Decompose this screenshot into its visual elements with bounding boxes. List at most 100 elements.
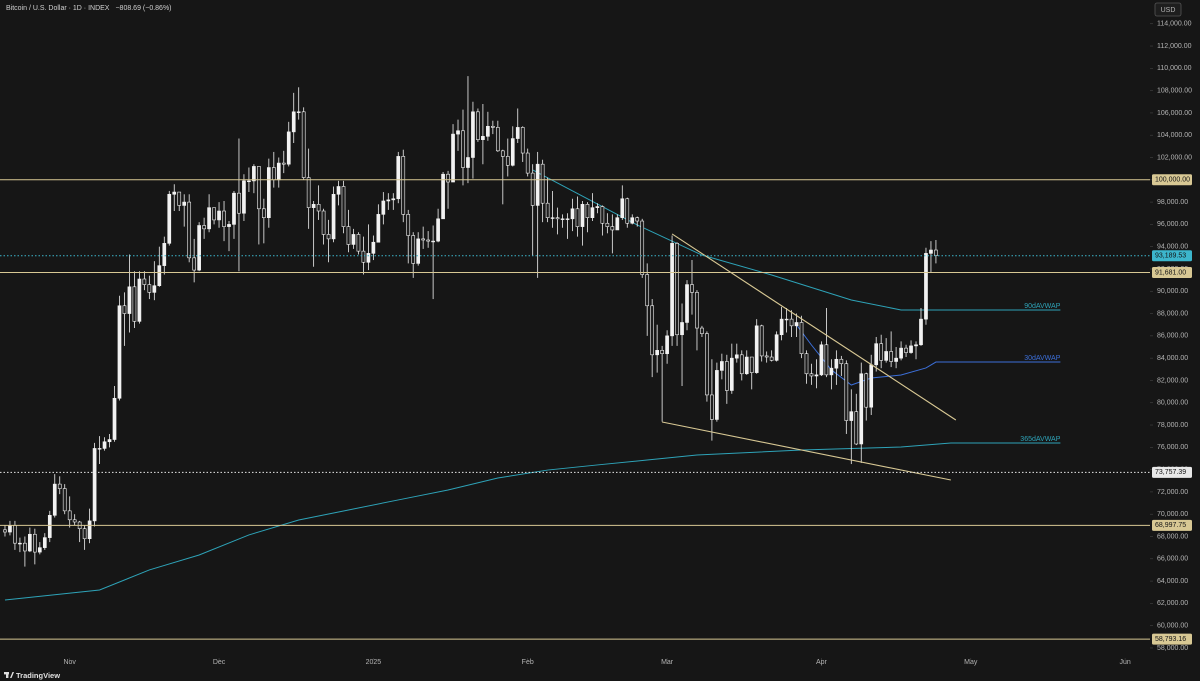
candle-body <box>680 322 684 336</box>
candle-body <box>784 318 789 321</box>
candle-body <box>237 192 241 214</box>
candle-body <box>545 202 550 218</box>
candle-body <box>247 180 251 183</box>
candle-body <box>535 163 540 206</box>
currency[interactable]: USD <box>1161 7 1176 14</box>
candle-body <box>829 367 834 376</box>
candle-body <box>431 240 435 243</box>
x-tick-label: May <box>964 659 978 666</box>
candle-body <box>426 239 430 242</box>
candle-body <box>436 218 440 242</box>
logo-mark <box>10 672 14 678</box>
candle-body <box>899 347 903 359</box>
candle-body <box>386 199 391 202</box>
candle-body <box>774 334 779 361</box>
candle-body <box>764 355 769 358</box>
candle-body <box>620 198 625 218</box>
candle-body <box>754 325 759 373</box>
trendline <box>671 233 957 421</box>
candle-body <box>769 356 774 361</box>
candle-body <box>884 351 888 361</box>
header-line: Bitcoin / U.S. Dollar · 1D · INDEX −808.6… <box>6 5 172 12</box>
y-tick-label: 108,000.00 <box>1157 87 1192 94</box>
candle-body <box>446 173 450 183</box>
candle-body <box>406 214 411 236</box>
candle-body <box>486 125 490 137</box>
candle-body <box>640 220 645 275</box>
candle-body <box>371 241 376 254</box>
candle-body <box>162 243 167 266</box>
candle-body <box>804 353 809 375</box>
candle-body <box>291 111 296 133</box>
vwap-line <box>4 442 1061 601</box>
candle-body <box>724 361 729 391</box>
candle-body <box>212 207 216 221</box>
currency-box[interactable] <box>1154 2 1182 17</box>
candle-body <box>844 363 849 421</box>
candle-body <box>869 364 874 408</box>
candle-body <box>361 250 366 263</box>
candle-body <box>331 193 336 240</box>
candle-body <box>909 345 913 353</box>
candle-body <box>232 192 236 225</box>
candle-body <box>700 327 704 334</box>
candle-body <box>819 344 824 376</box>
candle-body <box>142 278 147 285</box>
y-tick-label: 66,000.00 <box>1157 556 1188 563</box>
level-label-box <box>1152 174 1192 186</box>
candle-body <box>625 198 630 224</box>
y-tick-label: 58,000.00 <box>1157 645 1188 652</box>
candle-body <box>42 537 47 548</box>
candle-body <box>197 225 201 271</box>
candle-body <box>82 528 87 540</box>
candle-body <box>520 127 525 154</box>
level-label: 73,757.39 <box>1155 469 1186 476</box>
candle-body <box>242 180 246 214</box>
candle-body <box>152 285 157 293</box>
candle-body <box>665 335 669 354</box>
candle-body <box>306 177 311 208</box>
candle-body <box>177 191 182 206</box>
logo-mark <box>6 672 9 678</box>
candle-body <box>87 520 92 540</box>
y-tick-label: 102,000.00 <box>1157 154 1192 161</box>
candle-body <box>530 172 535 206</box>
candle-body <box>356 234 361 252</box>
candle-body <box>560 218 565 220</box>
y-tick-label: 86,000.00 <box>1157 333 1188 340</box>
candle-body <box>262 208 266 218</box>
candle-body <box>451 133 455 183</box>
candle-body <box>222 210 226 227</box>
y-tick-label: 104,000.00 <box>1157 132 1192 139</box>
candle-body <box>635 217 640 222</box>
candle-body <box>3 529 7 533</box>
candle-body <box>849 411 854 421</box>
candle-body <box>296 111 301 113</box>
candle-body <box>540 163 545 204</box>
candle-body <box>137 278 142 322</box>
y-tick-label: 114,000.00 <box>1157 21 1192 28</box>
y-tick-label: 84,000.00 <box>1157 355 1188 362</box>
candle-body <box>495 127 500 152</box>
y-tick-label: 90,000.00 <box>1157 288 1188 295</box>
candle-body <box>62 488 67 512</box>
vwap-label: 30dAVWAP <box>1024 355 1061 362</box>
candle-body <box>794 322 799 327</box>
candle-body <box>481 136 485 140</box>
x-tick-label: 2025 <box>366 659 382 666</box>
y-tick-label: 96,000.00 <box>1157 221 1188 228</box>
candle-body <box>615 217 620 231</box>
candle-body <box>729 357 734 391</box>
candle-body <box>117 305 122 399</box>
y-tick-label: 112,000.00 <box>1157 43 1192 50</box>
plot-area: 90dAVWAP 30dAVWAP 365dAVWAP <box>0 76 1150 640</box>
candle-body <box>52 483 57 516</box>
vwap-label: 365dAVWAP <box>1020 436 1060 443</box>
y-tick-label: 64,000.00 <box>1157 578 1188 585</box>
candle-body <box>396 156 401 200</box>
candle-body <box>670 243 674 337</box>
y-tick-label: 110,000.00 <box>1157 65 1192 72</box>
y-tick-label: 72,000.00 <box>1157 489 1188 496</box>
